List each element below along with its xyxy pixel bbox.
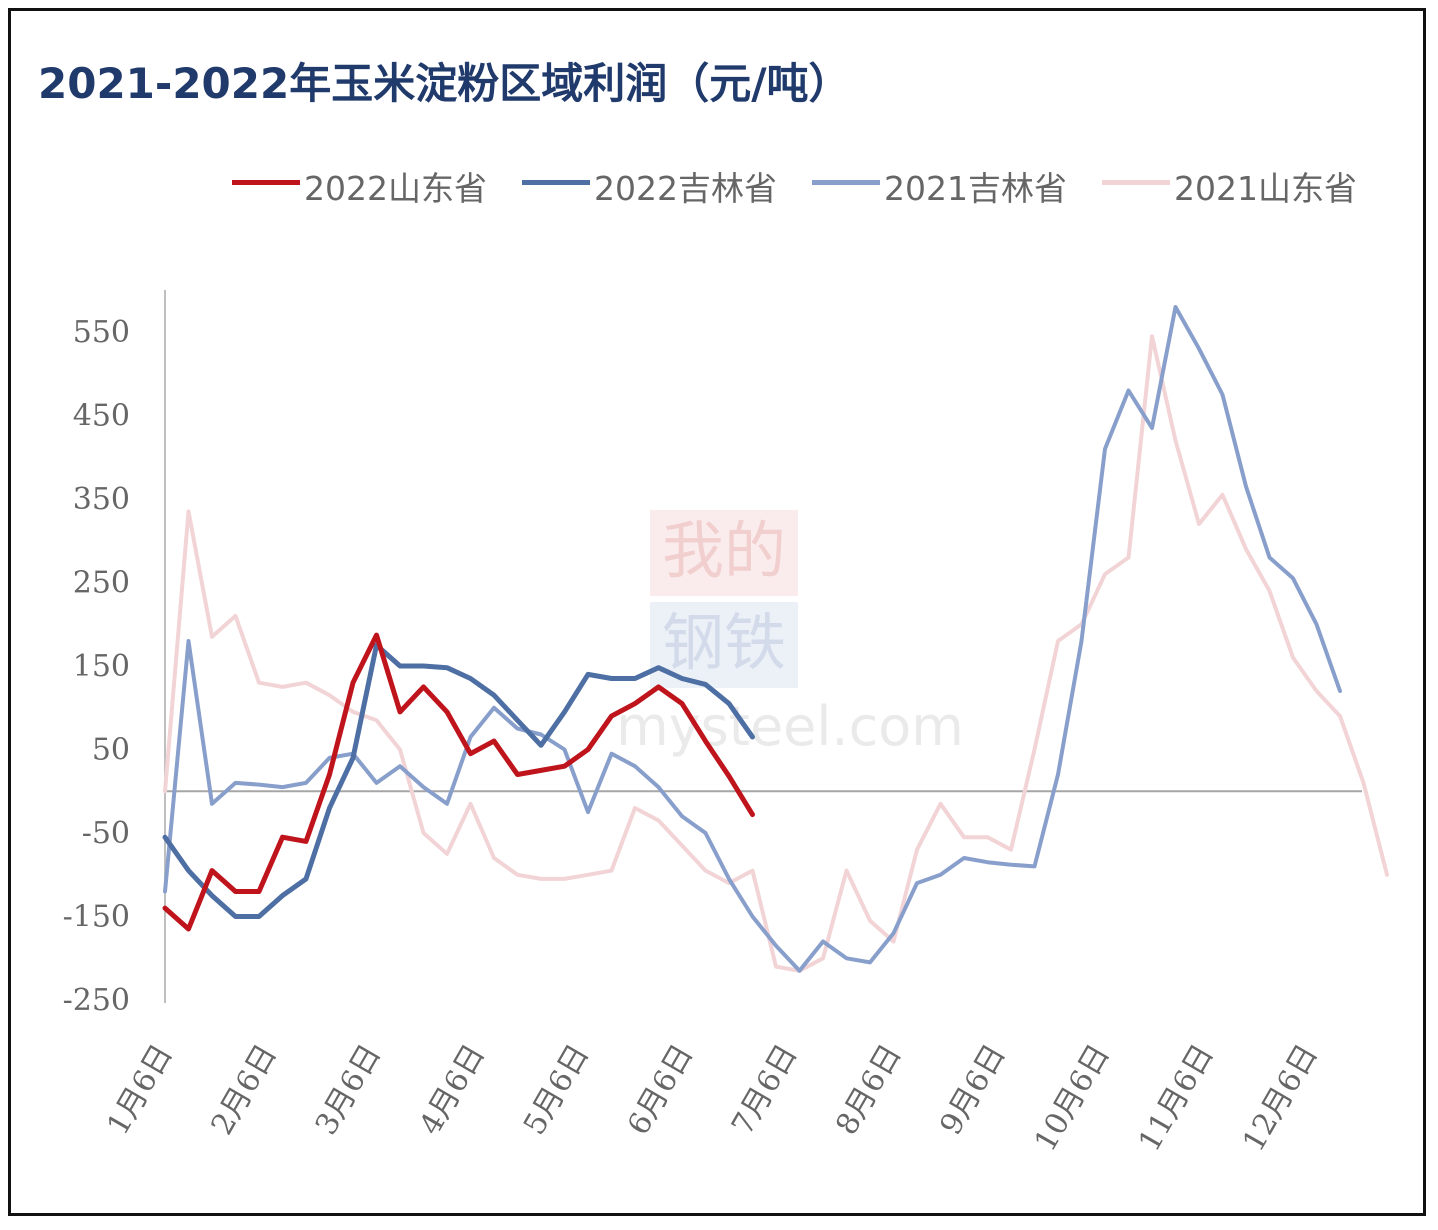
legend-swatch: [1102, 180, 1170, 185]
x-tick-label: 1月6日: [101, 1039, 180, 1142]
x-tick-label: 3月6日: [309, 1039, 388, 1142]
series-line-2022山东省: [162, 632, 755, 932]
x-axis-ticks: 1月6日 2月6日 3月6日 4月6日 5月6日 6月6日 7月6日 8月6日 9月6日 10月6…: [101, 1039, 1326, 1158]
x-tick-label: 8月6日: [829, 1039, 908, 1142]
x-tick-label: 5月6日: [517, 1039, 596, 1142]
x-tick-label: 12月6日: [1236, 1039, 1325, 1158]
watermark-text: mysteel.com: [616, 695, 964, 758]
y-tick-label: 250: [73, 566, 130, 601]
x-tick-label: 7月6日: [725, 1039, 804, 1142]
y-tick-label: 350: [73, 482, 130, 517]
y-tick-label: -150: [63, 900, 130, 935]
legend-label: 2022吉林省: [594, 169, 777, 208]
x-tick-label: 4月6日: [413, 1039, 492, 1142]
chart-title: 2021-2022年玉米淀粉区域利润（元/吨）: [38, 59, 851, 108]
x-tick-label: 11月6日: [1132, 1039, 1221, 1158]
legend-swatch: [812, 180, 880, 185]
y-tick-label: 150: [73, 649, 130, 684]
legend: 2022山东省 2022吉林省 2021吉林省 2021山东省: [0, 160, 1438, 210]
series-layer: [162, 305, 1389, 973]
watermark-text: 钢铁: [662, 606, 786, 679]
series-line-2021吉林省: [163, 305, 1342, 973]
watermark-text: 我的: [662, 514, 786, 587]
y-tick-label: 50: [92, 733, 130, 768]
legend-swatch: [522, 180, 590, 185]
watermark-block: [650, 510, 798, 596]
y-tick-label: -50: [82, 816, 130, 851]
x-tick-label: 9月6日: [933, 1039, 1012, 1142]
y-tick-label: 450: [73, 399, 130, 434]
legend-label: 2022山东省: [304, 169, 487, 208]
series-line-2021山东省: [163, 334, 1389, 973]
x-tick-label: 6月6日: [621, 1039, 700, 1142]
x-tick-label: 2月6日: [205, 1039, 284, 1142]
legend-label: 2021吉林省: [884, 169, 1067, 208]
legend-swatch: [232, 180, 300, 185]
y-tick-label: 550: [73, 315, 130, 350]
x-tick-label: 10月6日: [1028, 1039, 1117, 1158]
legend-label: 2021山东省: [1174, 169, 1357, 208]
y-tick-label: -250: [63, 983, 130, 1018]
y-axis-ticks: 550 450 350 250 150 50 -50 -150 -250: [63, 315, 130, 1018]
series-line-2022吉林省: [162, 642, 755, 919]
